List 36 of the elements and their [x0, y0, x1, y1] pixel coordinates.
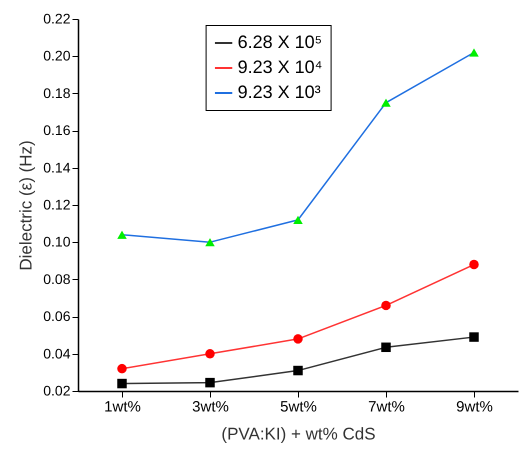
x-axis-title: (PVA:KI) + wt% CdS	[221, 424, 376, 444]
point	[205, 238, 215, 246]
point	[381, 98, 391, 107]
point	[381, 342, 391, 352]
x-tick-label: 7wt%	[368, 398, 405, 416]
point	[205, 349, 215, 359]
point	[117, 364, 127, 374]
x-tick-label: 3wt%	[192, 398, 229, 416]
point	[205, 378, 215, 388]
y-tick-label: 0.10	[43, 234, 71, 250]
point	[469, 48, 479, 57]
y-tick-label: 0.12	[43, 196, 71, 212]
y-tick-label: 0.16	[43, 122, 71, 138]
y-tick-label: 0.14	[43, 159, 71, 176]
point	[381, 300, 391, 310]
point	[469, 260, 479, 270]
point	[293, 366, 303, 376]
y-axis-title: Dielectric (ε) (Hz)	[16, 140, 36, 271]
y-tick-label: 0.20	[43, 48, 71, 64]
y-tick-label: 0.04	[43, 345, 71, 362]
y-tick-label: 0.08	[43, 270, 71, 287]
x-tick-label: 9wt%	[456, 398, 493, 416]
y-tick-label: 0.06	[43, 308, 71, 324]
legend-label: 9.23 X 10⁴	[238, 57, 322, 77]
y-tick-label: 0.02	[43, 382, 71, 398]
y-tick-label: 0.18	[43, 84, 71, 101]
point	[117, 230, 127, 239]
legend-label: 6.28 X 10⁵	[238, 32, 322, 52]
x-tick-label: 5wt%	[280, 398, 317, 416]
point	[293, 334, 303, 344]
x-tick-label: 1wt%	[104, 398, 141, 416]
legend-label: 9.23 X 10³	[238, 82, 321, 102]
y-tick-label: 0.22	[43, 10, 71, 26]
point	[117, 378, 127, 388]
point	[293, 216, 303, 224]
point	[469, 332, 479, 342]
